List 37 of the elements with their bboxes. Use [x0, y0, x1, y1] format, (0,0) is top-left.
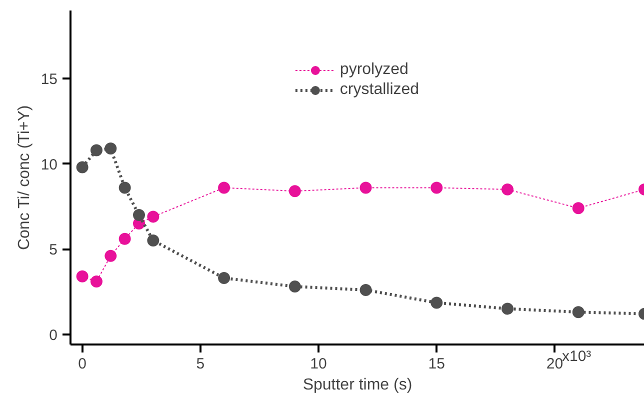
point [501, 302, 514, 315]
point [430, 296, 443, 309]
point [218, 182, 230, 194]
point [572, 202, 584, 214]
point [288, 185, 301, 198]
point [360, 284, 372, 296]
point [218, 272, 230, 284]
point [104, 250, 117, 262]
point [76, 270, 88, 282]
point [430, 182, 443, 194]
text: x10³ [562, 347, 592, 365]
point [90, 144, 102, 156]
point [501, 183, 514, 196]
point [76, 161, 88, 174]
point [147, 234, 160, 247]
x-tick-label: 10 [310, 356, 327, 372]
point [133, 209, 145, 221]
legend-label: crystallized [340, 81, 420, 99]
point [90, 275, 102, 288]
y-tick-label: 5 [49, 242, 58, 259]
point [288, 280, 301, 293]
x-tick-label: 0 [78, 356, 86, 372]
x-axis-title: Sputter time (s) [302, 376, 412, 394]
point [360, 182, 372, 194]
point [118, 182, 131, 194]
y-tick-label: 15 [40, 71, 58, 88]
x-tick-label: 20 [546, 356, 564, 372]
x-tick-label: 15 [428, 356, 445, 372]
point [147, 210, 160, 223]
y-tick-label: 0 [49, 326, 58, 344]
point [118, 232, 131, 245]
y-tick-label: 10 [40, 156, 58, 174]
point [104, 142, 117, 155]
point [572, 306, 584, 318]
legend-label: pyrolyzed [340, 61, 408, 79]
x-tick-label: 5 [196, 356, 205, 372]
y-axis-title: Conc Ti/ conc (Ti+Y) [16, 105, 33, 250]
